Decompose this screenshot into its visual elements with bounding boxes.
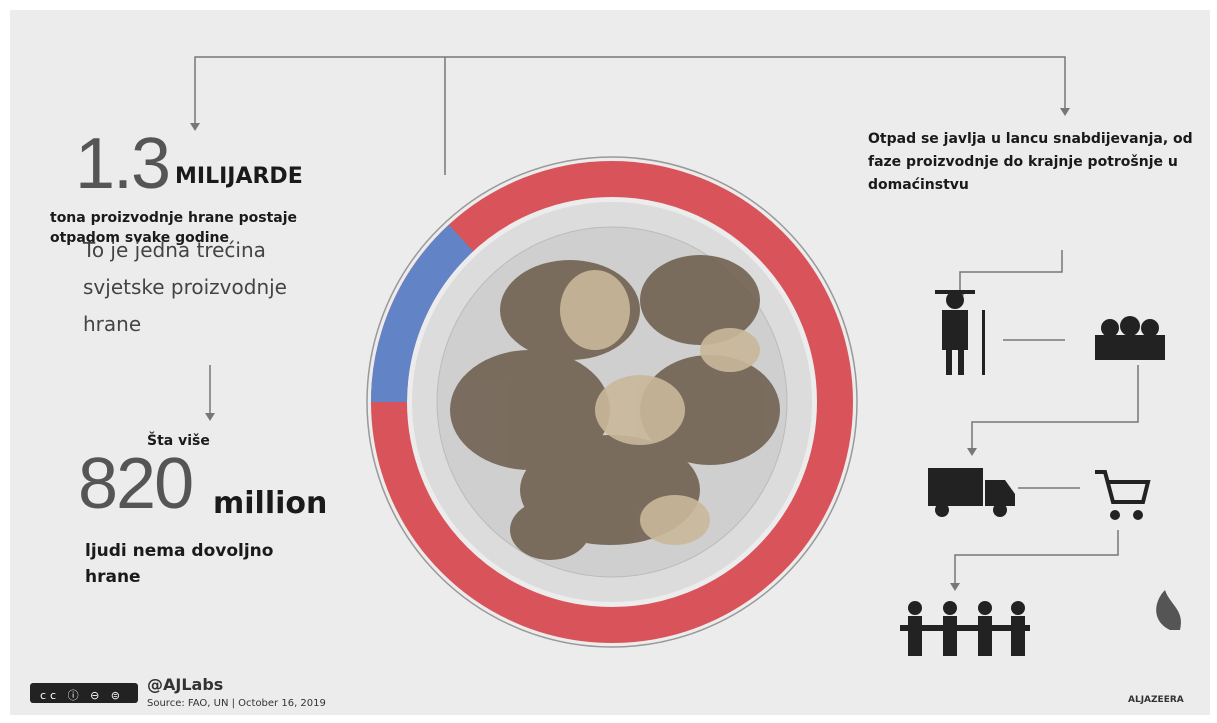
stat-intro: Šta više bbox=[147, 433, 210, 449]
stat-number: 1.3 bbox=[75, 124, 171, 204]
stat-unit: million bbox=[213, 486, 328, 521]
chain-text: Otpad se javlja u lancu snabdijevanja, o… bbox=[868, 131, 1193, 193]
graphics bbox=[30, 56, 1182, 703]
brand: ALJAZEERA bbox=[1128, 695, 1184, 705]
stat-number: 820 bbox=[78, 444, 194, 524]
stat-note: To je jedna trećina svjetske proizvodnje… bbox=[83, 238, 287, 336]
stat-text: ljudi nema dovoljno hrane bbox=[85, 541, 274, 587]
cc-icons: cc ⓘ ⊖ ⊜ bbox=[40, 689, 125, 702]
source: Source: FAO, UN | October 16, 2019 bbox=[147, 698, 326, 709]
stat-unit: MILIJARDE bbox=[175, 164, 303, 189]
handle: @AJLabs bbox=[147, 675, 224, 694]
infographic: 1.3 MILIJARDE tona proizvodnje hrane pos… bbox=[10, 10, 1210, 715]
stat-text: tona proizvodnje hrane postaje otpadom s… bbox=[50, 210, 298, 246]
